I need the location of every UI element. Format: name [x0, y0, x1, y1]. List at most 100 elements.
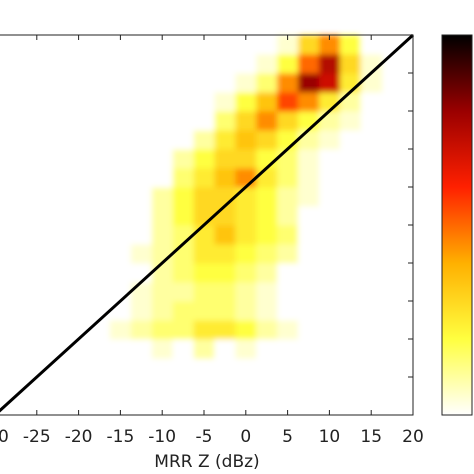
heat-cell	[298, 168, 320, 188]
heat-cell	[235, 339, 257, 359]
heat-cell	[172, 168, 195, 188]
heat-cell	[318, 149, 341, 169]
heat-cell	[256, 168, 278, 188]
one-to-one-line	[0, 33, 415, 413]
heat-cell	[298, 320, 320, 340]
heat-cell	[277, 225, 299, 245]
heat-cell	[130, 111, 153, 131]
heat-cell	[151, 320, 174, 340]
heat-cell	[298, 339, 320, 359]
heat-cell	[318, 225, 341, 245]
heat-cell	[277, 73, 299, 93]
heat-cell	[360, 282, 383, 302]
heat-cell	[318, 35, 341, 55]
heat-cell	[360, 149, 383, 169]
heat-cell	[130, 225, 153, 245]
heat-cell	[298, 206, 320, 226]
heat-cell	[360, 320, 383, 340]
heat-cell	[151, 206, 174, 226]
x-tick-label: 5	[282, 427, 293, 447]
heat-cell	[109, 54, 132, 74]
heat-cell	[277, 168, 299, 188]
heat-cell	[339, 149, 362, 169]
heat-cell	[277, 282, 299, 302]
heat-cell	[172, 73, 195, 93]
colorbar	[441, 34, 473, 416]
heat-cell	[172, 282, 195, 302]
heat-cell	[214, 111, 236, 131]
heat-cell	[256, 187, 278, 207]
heat-cell	[193, 206, 215, 226]
heat-cell	[130, 263, 153, 283]
heat-cell	[339, 111, 362, 131]
heat-cell	[360, 187, 383, 207]
heat-cell	[298, 130, 320, 150]
heat-cell	[130, 92, 153, 112]
heat-cell	[318, 54, 341, 74]
heat-cell	[360, 301, 383, 321]
heat-cell	[151, 149, 174, 169]
heat-cell	[193, 301, 215, 321]
heat-cell	[256, 92, 278, 112]
heat-cell	[256, 111, 278, 131]
heat-cell	[130, 130, 153, 150]
x-tick-label: 20	[402, 427, 424, 447]
heat-cell	[277, 301, 299, 321]
heat-cell	[214, 54, 236, 74]
heat-cell	[214, 320, 236, 340]
heat-cell	[193, 263, 215, 283]
heat-cell	[109, 35, 132, 55]
heat-cell	[256, 225, 278, 245]
heat-cell	[339, 187, 362, 207]
heat-cell	[277, 149, 299, 169]
heat-cell	[339, 54, 362, 74]
heat-cell	[109, 168, 132, 188]
heat-cell	[360, 244, 383, 264]
heat-cell	[130, 187, 153, 207]
heat-cell	[109, 244, 132, 264]
heat-cell	[256, 130, 278, 150]
heat-cell	[318, 92, 341, 112]
heat-cell	[172, 339, 195, 359]
heat-cell	[172, 187, 195, 207]
heat-cell	[360, 92, 383, 112]
heat-cell	[318, 301, 341, 321]
heat-cell	[151, 168, 174, 188]
heat-cell	[339, 73, 362, 93]
heat-cell	[214, 225, 236, 245]
heat-cell	[235, 282, 257, 302]
heat-cell	[193, 339, 215, 359]
heat-cell	[214, 339, 236, 359]
heat-cell	[172, 320, 195, 340]
heat-cell	[256, 339, 278, 359]
heat-cell	[256, 320, 278, 340]
heat-cell	[109, 282, 132, 302]
heat-cell	[339, 206, 362, 226]
heat-cell	[214, 263, 236, 283]
heat-cell	[214, 92, 236, 112]
heat-cell	[298, 244, 320, 264]
heat-cell	[214, 168, 236, 188]
heat-cell	[339, 320, 362, 340]
x-tick-label: -15	[107, 427, 135, 447]
heat-cell	[235, 206, 257, 226]
heat-cell	[172, 206, 195, 226]
heat-cell	[298, 225, 320, 245]
heat-cell	[235, 92, 257, 112]
heat-cell	[360, 225, 383, 245]
x-tick-label: -25	[23, 427, 51, 447]
x-tick-label: -10	[148, 427, 176, 447]
heat-cell	[277, 206, 299, 226]
heat-cell	[298, 301, 320, 321]
heat-cell	[109, 320, 132, 340]
heat-cell	[109, 92, 132, 112]
heat-cell	[318, 73, 341, 93]
heat-cell	[130, 320, 153, 340]
heat-cell	[172, 54, 195, 74]
heat-cell	[130, 206, 153, 226]
heat-cell	[277, 92, 299, 112]
heat-cell	[277, 244, 299, 264]
heat-cell	[172, 263, 195, 283]
heat-cell	[298, 73, 320, 93]
